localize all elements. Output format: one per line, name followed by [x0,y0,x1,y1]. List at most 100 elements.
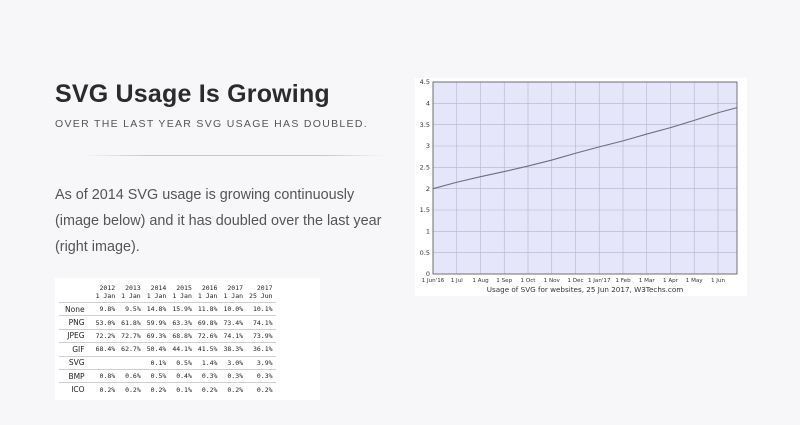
table-cell: 69.8% [195,316,221,329]
table-cell: 3.9% [246,356,275,369]
y-tick-label: 1 [426,228,430,236]
table-cell: 0.2% [195,383,221,396]
table-cell: 0.5% [169,356,195,369]
table-cell: 3.0% [220,356,246,369]
table-row: BMP 0.8% 0.6% 0.5% 0.4% 0.3% 0.3% 0.3% [59,369,276,382]
y-tick-label: 4 [426,100,430,108]
y-tick-label: 2.5 [420,164,430,172]
usage-table-image: 2012 1 Jan 2013 1 Jan 2014 1 Jan 2015 1 Jan … [55,278,320,400]
x-tick-label: 1 Mar [639,278,656,284]
y-tick-label: 1.5 [420,206,430,214]
table-cell: 38.3% [220,343,246,356]
table-cell: 68.8% [169,329,195,342]
row-label: JPEG [59,329,93,342]
x-tick-label: 1 Jan'17 [588,278,611,284]
chart-canvas: 00.511.522.533.544.5 1 Jun'16 1 Jul 1 Aug 1… [415,78,747,296]
y-tick-label: 3 [426,142,430,150]
table-cell: 1.4% [195,356,221,369]
table-cell: 74.1% [220,329,246,342]
table-cell: 72.7% [118,329,144,342]
x-tick-label: 1 Dec [567,278,583,284]
plot-area [433,82,737,274]
table-row: PNG 53.0% 61.8% 59.9% 63.3% 69.8% 73.4% … [59,316,276,329]
table-header-row: 2012 1 Jan 2013 1 Jan 2014 1 Jan 2015 1 Jan … [59,284,276,303]
table-cell: 72.6% [195,329,221,342]
table-cell: 36.1% [246,343,275,356]
table-cell: 73.4% [220,316,246,329]
table-cell: 62.7% [118,343,144,356]
y-tick-label: 2 [426,185,430,193]
section-divider [85,155,385,156]
table-cell: 0.4% [169,369,195,382]
table-row: GIF 68.4% 62.7% 50.4% 44.1% 41.5% 38.3% … [59,343,276,356]
svg-usage-chart: 0 0.5 1 1.5 2 2.5 3 3.5 4 4.5 1 Jun'16 1 Jul 1 Aug 1… [415,78,747,296]
x-tick-label: 1 Jun'16 [422,278,445,284]
table-cell: 0.2% [118,383,144,396]
table-cell [93,356,119,369]
table-cell: 74.1% [246,316,275,329]
x-tick-label: 1 Oct [520,278,536,284]
table-cell: 0.6% [118,369,144,382]
table-cell: 0.2% [246,383,275,396]
table-corner-cell [59,284,93,303]
column-header: 2017 1 Jan [220,284,246,303]
table-row: ICO 0.2% 0.2% 0.2% 0.1% 0.2% 0.2% 0.2% [59,383,276,396]
table-row: None 9.8% 9.5% 14.8% 15.9% 11.8% 10.0% 1… [59,303,276,316]
table-cell: 0.1% [169,383,195,396]
x-tick-label: 1 Feb [615,278,631,284]
table-cell: 10.1% [246,303,275,316]
table-cell: 73.9% [246,329,275,342]
table-cell: 63.3% [169,316,195,329]
page-subtitle: OVER THE LAST YEAR SVG USAGE HAS DOUBLED… [55,118,368,130]
table-cell: 61.8% [118,316,144,329]
table-cell: 0.1% [144,356,170,369]
row-label: ICO [59,383,93,396]
chart-caption: Usage of SVG for websites, 25 Jun 2017, … [487,285,684,294]
row-label: GIF [59,343,93,356]
table-cell: 0.5% [144,369,170,382]
column-header: 2012 1 Jan [93,284,119,303]
column-header: 2016 1 Jan [195,284,221,303]
x-axis-ticks: 1 Jun'16 1 Jul 1 Aug 1 Sep 1 Oct 1 Nov 1 Dec 1 … [422,278,726,284]
column-header: 2013 1 Jan [118,284,144,303]
table-cell: 44.1% [169,343,195,356]
table-cell: 0.2% [144,383,170,396]
x-tick-label: 1 Sep [496,278,512,284]
table-cell: 53.0% [93,316,119,329]
x-tick-label: 1 Jun [711,278,726,284]
table-cell: 0.3% [220,369,246,382]
table-cell: 0.3% [195,369,221,382]
row-label: PNG [59,316,93,329]
table-cell: 41.5% [195,343,221,356]
page-title: SVG Usage Is Growing [55,80,330,109]
x-tick-label: 1 May [686,278,704,284]
row-label: None [59,303,93,316]
table-cell: 68.4% [93,343,119,356]
table-cell: 9.8% [93,303,119,316]
usage-table: 2012 1 Jan 2013 1 Jan 2014 1 Jan 2015 1 Jan … [59,284,276,396]
table-cell [118,356,144,369]
table-cell: 15.9% [169,303,195,316]
y-tick-label: 0.5 [420,249,430,257]
column-header: 2015 1 Jan [169,284,195,303]
table-cell: 0.2% [93,383,119,396]
table-cell: 10.0% [220,303,246,316]
row-label: BMP [59,369,93,382]
y-axis-ticks: 0 0.5 1 1.5 2 2.5 3 3.5 4 4.5 [420,78,430,278]
table-cell: 72.2% [93,329,119,342]
x-tick-label: 1 Jul [451,278,464,284]
table-cell: 11.8% [195,303,221,316]
row-label: SVG [59,356,93,369]
table-cell: 9.5% [118,303,144,316]
table-row: SVG 0.1% 0.5% 1.4% 3.0% 3.9% [59,356,276,369]
table-cell: 0.3% [246,369,275,382]
table-row: JPEG 72.2% 72.7% 69.3% 68.8% 72.6% 74.1%… [59,329,276,342]
x-tick-label: 1 Aug [472,278,489,284]
table-cell: 0.2% [220,383,246,396]
x-tick-label: 1 Nov [544,278,561,284]
column-header: 2014 1 Jan [144,284,170,303]
table-cell: 0.8% [93,369,119,382]
y-tick-label: 4.5 [420,78,430,86]
y-tick-label: 0 [426,270,430,278]
table-cell: 59.9% [144,316,170,329]
